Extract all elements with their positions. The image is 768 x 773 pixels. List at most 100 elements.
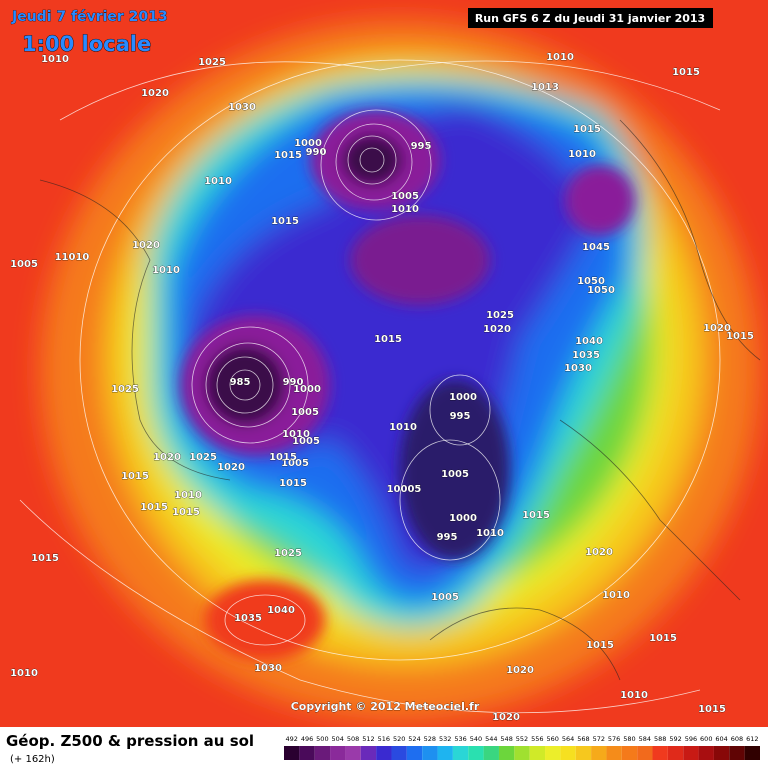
pressure-label: 1030	[228, 102, 256, 113]
scale-swatch	[360, 746, 377, 760]
scale-swatch	[529, 746, 546, 760]
scale-label: 564	[562, 735, 574, 743]
pressure-label: 1000	[449, 392, 477, 403]
scale-label: 536	[454, 735, 466, 743]
scale-swatch	[345, 746, 361, 760]
pressure-label: 1005	[281, 458, 309, 469]
pressure-label: 995	[411, 141, 432, 152]
pressure-label: 1013	[531, 82, 559, 93]
scale-swatch	[575, 746, 592, 760]
scale-label: 540	[470, 735, 482, 743]
scale-label: 508	[347, 735, 359, 743]
scale-swatch	[652, 746, 668, 760]
pressure-label: 1015	[279, 478, 307, 489]
scale-label: 604	[715, 735, 727, 743]
pressure-label: 1015	[698, 704, 726, 715]
scale-label: 512	[362, 735, 374, 743]
scale-swatch	[299, 746, 315, 760]
scale-swatch	[698, 746, 714, 760]
pressure-label: 1010	[476, 528, 504, 539]
scale-label: 600	[700, 735, 712, 743]
scale-label: 548	[500, 735, 512, 743]
scale-swatch	[468, 746, 484, 760]
pressure-label: 990	[283, 377, 304, 388]
pressure-label: 1020	[141, 88, 169, 99]
pressure-label: 1010	[152, 265, 180, 276]
color-scale: 492 496 500 504 508 512 516 520 524 528 532 536 540 5…	[284, 735, 760, 760]
scale-swatch	[437, 746, 453, 760]
pressure-label: 1050	[587, 285, 615, 296]
pressure-label: 990	[306, 147, 327, 158]
scale-label: 608	[731, 735, 743, 743]
pressure-label: 1015	[586, 640, 614, 651]
pressure-label: 1015	[274, 150, 302, 161]
pressure-label: 1020	[132, 240, 160, 251]
scale-swatch	[667, 746, 684, 760]
pressure-label: 1035	[572, 350, 600, 361]
scale-swatch	[729, 746, 745, 760]
local-time: 1:00 locale	[22, 32, 151, 56]
scale-label: 496	[301, 735, 313, 743]
pressure-label: 1030	[564, 363, 592, 374]
scale-label: 544	[485, 735, 497, 743]
pressure-label: 11010	[55, 252, 90, 263]
scale-label: 516	[378, 735, 390, 743]
scale-label: 552	[516, 735, 528, 743]
pressure-label: 10005	[387, 484, 422, 495]
pressure-label: 1010	[546, 52, 574, 63]
pressure-label: 1010	[10, 668, 38, 679]
date: Jeudi 7 février 2013	[11, 9, 168, 25]
pressure-label: 1020	[703, 323, 731, 334]
pressure-label: 1000	[293, 384, 321, 395]
scale-label: 612	[746, 735, 758, 743]
pressure-label: 1015	[172, 507, 200, 518]
pressure-label: 1010	[204, 176, 232, 187]
pressure-label: 1015	[573, 124, 601, 135]
pressure-label: 1010	[602, 590, 630, 601]
pressure-label: 1015	[269, 452, 297, 463]
pressure-label: 1020	[492, 712, 520, 723]
scale-label: 596	[685, 735, 697, 743]
pressure-label: 1025	[486, 310, 514, 321]
pressure-label: 985	[230, 377, 251, 388]
isobars	[19, 59, 721, 714]
scale-label: 584	[639, 735, 651, 743]
coastlines	[39, 119, 761, 681]
pressure-label: 1010	[41, 54, 69, 65]
pressure-labels: 1010 1025 1020 1030 1010 1015 1013 1015 1010 1000…	[10, 52, 754, 724]
pressure-label: 1050	[577, 276, 605, 287]
scale-swatch	[406, 746, 423, 760]
scale-label: 568	[577, 735, 589, 743]
scale-swatch	[560, 746, 576, 760]
scale-label: 556	[531, 735, 543, 743]
scale-label: 580	[623, 735, 635, 743]
pressure-label: 1005	[441, 469, 469, 480]
pressure-label: 1015	[31, 553, 59, 564]
scale-label: 504	[332, 735, 344, 743]
scale-swatch	[637, 746, 653, 760]
pressure-label: 1035	[234, 613, 262, 624]
footer-title: Géop. Z500 & pression au sol	[6, 732, 254, 750]
scale-swatch	[744, 746, 760, 760]
scale-label: 532	[439, 735, 451, 743]
pressure-label: 1010	[389, 422, 417, 433]
pressure-label: 1010	[568, 149, 596, 160]
scale-swatch	[284, 746, 300, 760]
scale-label: 520	[393, 735, 405, 743]
pressure-label: 995	[437, 532, 458, 543]
pressure-label: 1040	[575, 336, 603, 347]
pressure-label: 1005	[10, 259, 38, 270]
pressure-label: 1005	[431, 592, 459, 603]
scale-label: 492	[285, 735, 297, 743]
pressure-label: 1020	[153, 452, 181, 463]
scale-label: 524	[408, 735, 420, 743]
scale-label: 528	[424, 735, 436, 743]
pressure-label: 1015	[121, 471, 149, 482]
geopotential-field	[0, 0, 768, 727]
pressure-label: 1020	[506, 665, 534, 676]
pressure-label: 1025	[111, 384, 139, 395]
pressure-label: 1005	[292, 436, 320, 447]
scale-swatch	[621, 746, 638, 760]
